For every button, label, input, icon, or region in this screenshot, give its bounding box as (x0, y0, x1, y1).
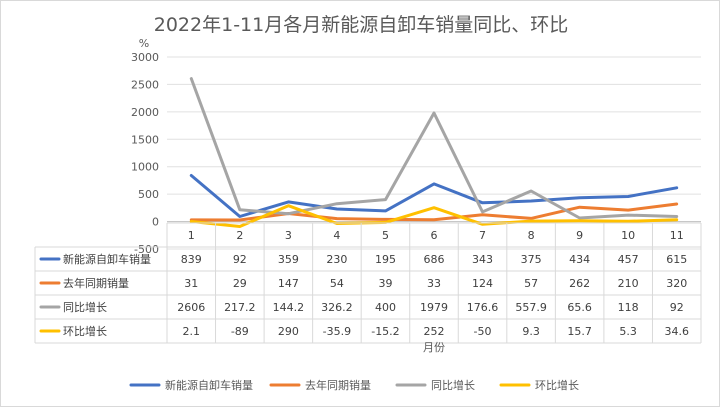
data-label: 252 (424, 325, 445, 338)
x-tick-label: 6 (431, 229, 438, 242)
x-tick-label: 5 (382, 229, 389, 242)
y-tick-label: -500 (134, 243, 159, 256)
table-series-name: 同比增长 (63, 300, 107, 314)
chart-title: 2022年1-11月各月新能源自卸车销量同比、环比 (154, 14, 568, 36)
data-label: 262 (569, 277, 590, 290)
data-label: 124 (472, 277, 493, 290)
data-label: 557.9 (515, 301, 547, 314)
y-tick-label: 2000 (131, 106, 159, 119)
data-label: 343 (472, 253, 493, 266)
data-label: 326.2 (321, 301, 353, 314)
data-label: 5.3 (619, 325, 637, 338)
data-label: 686 (424, 253, 445, 266)
y-axis-ticks: -500 0 500 1000 1500 2000 2500 3000 (131, 51, 159, 256)
x-tick-label: 7 (479, 229, 486, 242)
series-line (189, 204, 679, 228)
data-label: 57 (524, 277, 538, 290)
legend: 新能源自卸车销量 去年同期销量 同比增长 环比增长 (129, 378, 579, 392)
y-tick-label: 0 (152, 216, 159, 229)
data-label: 176.6 (467, 301, 499, 314)
x-tick-label: 11 (670, 229, 684, 242)
table-series-name: 新能源自卸车销量 (63, 252, 151, 266)
data-label: 230 (326, 253, 347, 266)
data-label: 375 (521, 253, 542, 266)
data-label: 144.2 (273, 301, 305, 314)
data-label: 33 (427, 277, 441, 290)
data-label: 457 (618, 253, 639, 266)
data-label: 9.3 (522, 325, 540, 338)
y-tick-label: 1000 (131, 161, 159, 174)
x-tick-label: 8 (528, 229, 535, 242)
series-lines (189, 77, 679, 228)
legend-label: 新能源自卸车销量 (165, 378, 253, 392)
data-label: 31 (184, 277, 198, 290)
data-label: 195 (375, 253, 396, 266)
data-label: 434 (569, 253, 590, 266)
x-axis-label: 月份 (423, 341, 445, 354)
data-label: 359 (278, 253, 299, 266)
data-label: 217.2 (224, 301, 256, 314)
x-tick-label: 4 (333, 229, 340, 242)
data-label: 65.6 (567, 301, 592, 314)
y-tick-label: 500 (138, 188, 159, 201)
data-label: 210 (618, 277, 639, 290)
data-label: 2606 (177, 301, 205, 314)
data-label: -89 (231, 325, 249, 338)
legend-label: 环比增长 (535, 378, 579, 392)
legend-label: 去年同期销量 (305, 378, 371, 392)
data-label: 92 (670, 301, 684, 314)
data-label: -35.9 (323, 325, 351, 338)
data-label: 54 (330, 277, 344, 290)
x-tick-label: 9 (576, 229, 583, 242)
data-label: 615 (666, 253, 687, 266)
table-series-name: 去年同期销量 (63, 276, 129, 290)
data-label: -50 (474, 325, 492, 338)
data-label: 400 (375, 301, 396, 314)
data-label: -15.2 (371, 325, 399, 338)
data-label: 118 (618, 301, 639, 314)
y-tick-label: 1500 (131, 133, 159, 146)
data-label: 320 (666, 277, 687, 290)
data-label: 29 (233, 277, 247, 290)
x-tick-label: 3 (285, 229, 292, 242)
data-label: 839 (181, 253, 202, 266)
y-tick-label: 2500 (131, 78, 159, 91)
series-line (189, 202, 679, 222)
table-series-name: 环比增长 (63, 324, 107, 338)
data-label: 147 (278, 277, 299, 290)
data-label: 290 (278, 325, 299, 338)
x-tick-label: 1 (188, 229, 195, 242)
x-tick-label: 2 (236, 229, 243, 242)
y-tick-label: 3000 (131, 51, 159, 64)
data-table: 1 2 3 4 5 6 7 8 9 10 11 新能源自卸车销量 839 92 359 230 195 686 34… (34, 222, 702, 344)
data-label: 92 (233, 253, 247, 266)
legend-label: 同比增长 (431, 378, 475, 392)
data-label: 2.1 (183, 325, 201, 338)
data-label: 39 (378, 277, 392, 290)
data-label: 34.6 (664, 325, 689, 338)
data-label: 15.7 (567, 325, 592, 338)
y-axis-unit: % (139, 37, 149, 50)
series-line (189, 174, 679, 218)
x-tick-label: 10 (621, 229, 635, 242)
data-label: 1979 (420, 301, 448, 314)
